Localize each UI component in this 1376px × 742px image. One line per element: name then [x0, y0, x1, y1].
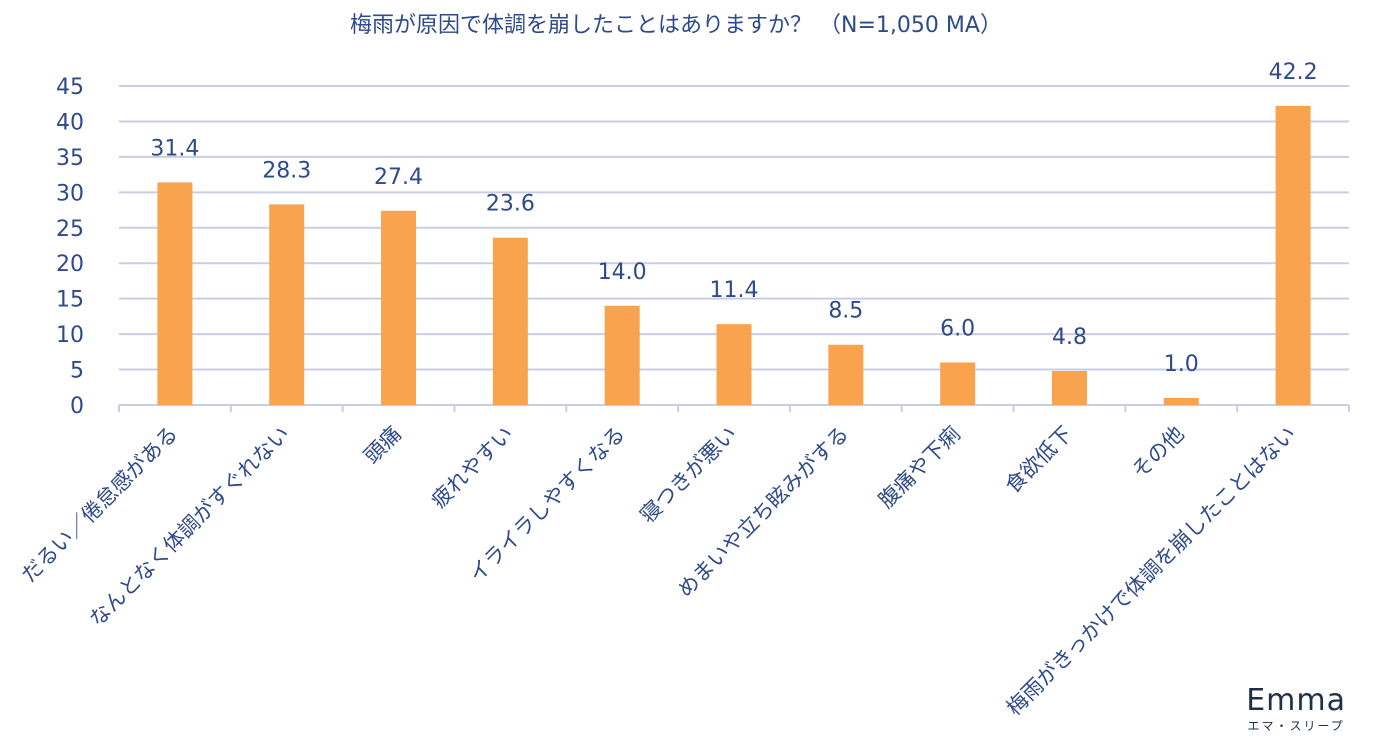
bar: [940, 362, 976, 405]
bar: [1275, 105, 1311, 406]
logo-subtitle: エマ・スリープ: [1247, 719, 1345, 733]
y-tick-label: 15: [56, 288, 84, 313]
x-axis-tick-marks: [118, 405, 1350, 412]
chart-title: 梅雨が原因で体調を崩したことはありますか？ （N=1,050 MA）: [350, 13, 1002, 38]
data-label: 14.0: [598, 260, 647, 285]
bar: [828, 344, 864, 405]
data-label: 31.4: [150, 136, 199, 161]
y-tick-label: 0: [70, 394, 84, 419]
x-axis-label: 頭痛: [359, 422, 406, 469]
y-tick-label: 10: [56, 323, 84, 348]
y-axis-ticks: 0 5 10 15 20 25 30 35 40 45: [56, 75, 84, 419]
y-tick-label: 35: [56, 146, 84, 171]
data-label: 28.3: [262, 158, 311, 183]
data-label: 4.8: [1052, 325, 1087, 350]
bar: [381, 210, 417, 405]
y-tick-label: 40: [56, 110, 84, 135]
x-axis-label: その他: [1127, 422, 1189, 484]
x-axis-label: 寝つきが悪い: [635, 422, 741, 528]
bar: [604, 305, 640, 405]
gridlines: [119, 85, 1349, 371]
bar: [1051, 370, 1087, 405]
x-axis-label: なんとなく体調がすぐれない: [85, 422, 295, 632]
data-label: 27.4: [374, 165, 423, 190]
bar: [157, 182, 193, 405]
x-axis-label: 疲れやすい: [427, 422, 518, 513]
y-tick-label: 30: [56, 181, 84, 206]
y-tick-label: 25: [56, 217, 84, 242]
data-label: 42.2: [1269, 60, 1318, 85]
bar: [1163, 397, 1199, 405]
bars: [157, 105, 1311, 406]
x-axis-label: 食欲低下: [1001, 422, 1077, 498]
logo-name: Emma: [1246, 683, 1346, 718]
bar: [269, 204, 305, 405]
data-label: 6.0: [940, 316, 975, 341]
data-label: 1.0: [1164, 352, 1199, 377]
bar: [492, 237, 528, 405]
data-label: 11.4: [710, 278, 759, 303]
emma-logo: Emma エマ・スリープ: [1246, 685, 1346, 734]
data-label: 8.5: [828, 299, 863, 324]
x-axis-label: 腹痛や下痢: [874, 422, 965, 513]
y-tick-label: 45: [56, 75, 84, 100]
y-tick-label: 20: [56, 252, 84, 277]
data-labels: 31.4 28.3 27.4 23.6 14.0 11.4 8.5 6.0 4.8 1.0 42.2: [150, 60, 1317, 377]
y-tick-label: 5: [70, 359, 84, 384]
data-label: 23.6: [486, 192, 535, 217]
bar: [716, 324, 752, 405]
